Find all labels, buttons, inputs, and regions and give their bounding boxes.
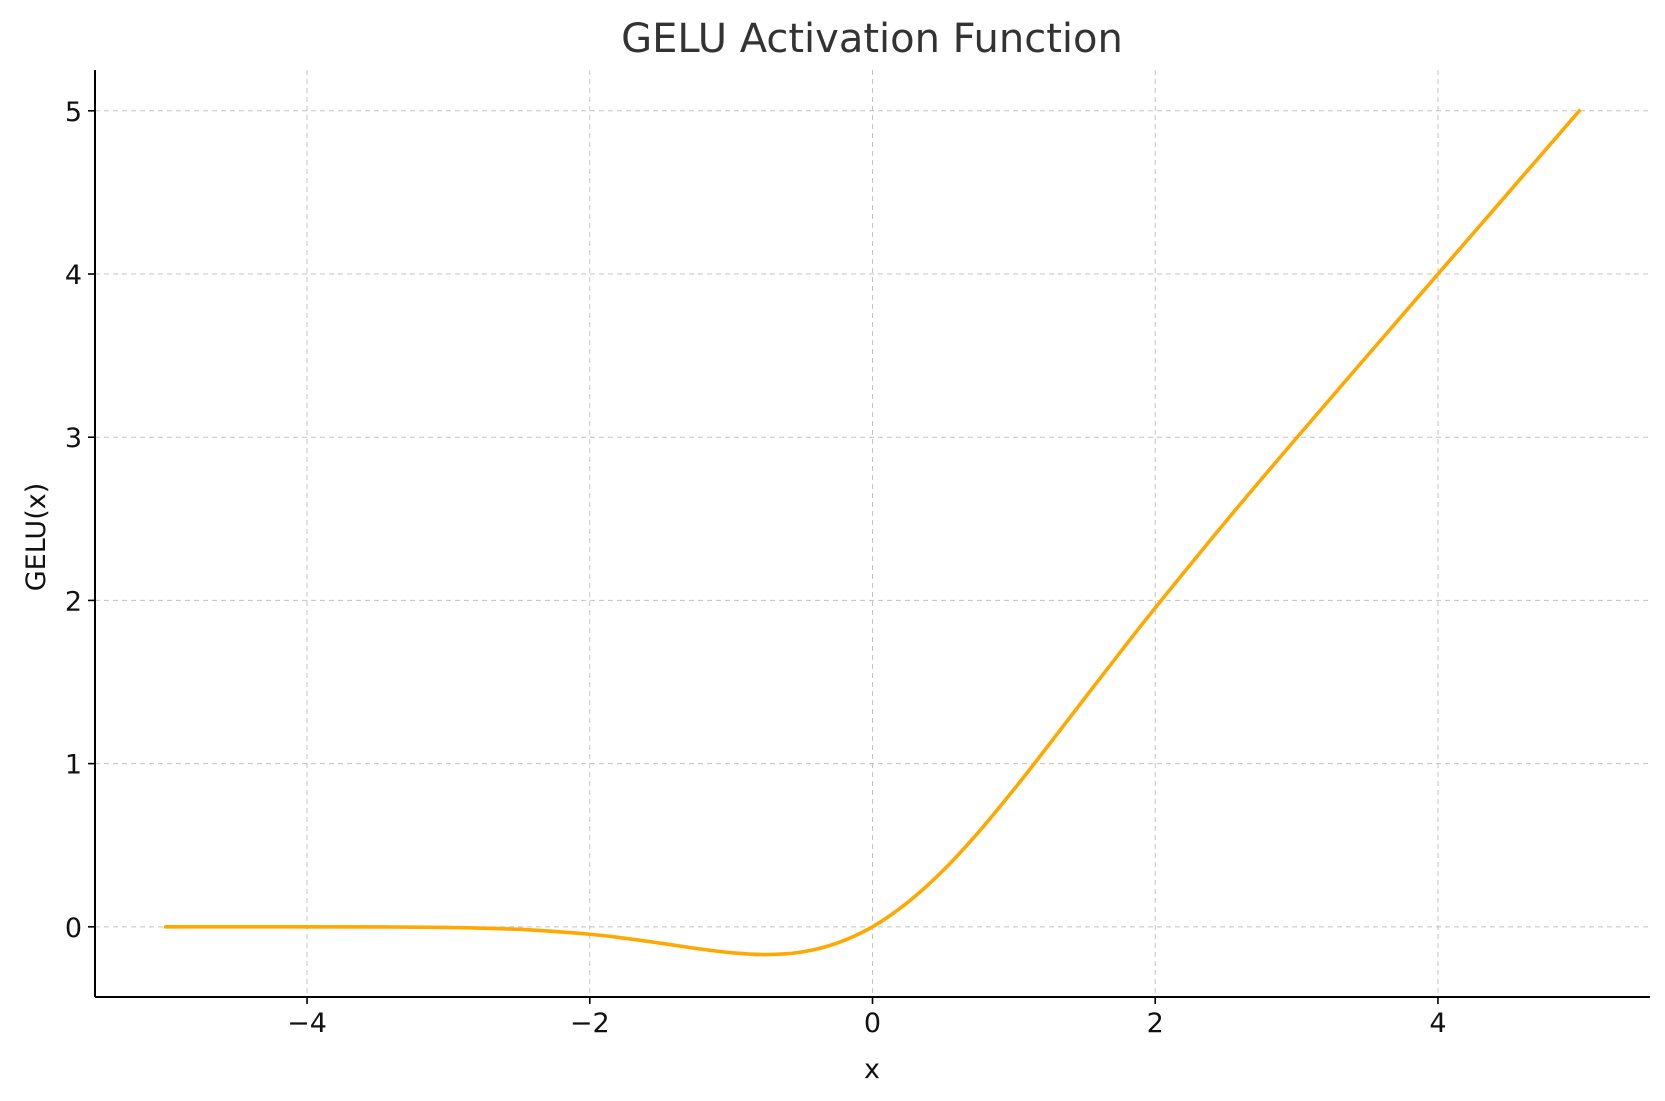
y-tick-label: 2 [65, 586, 82, 617]
x-tick-label: 4 [1429, 1008, 1446, 1039]
y-tick-label: 5 [65, 97, 82, 128]
x-axis-title: x [864, 1054, 880, 1085]
x-tick-label: 2 [1147, 1008, 1164, 1039]
x-tick-label: −2 [570, 1008, 610, 1039]
y-tick-label: 0 [65, 913, 82, 944]
x-tick-label: 0 [864, 1008, 881, 1039]
y-tick-label: 1 [65, 750, 82, 781]
y-tick-label: 3 [65, 423, 82, 454]
gelu-series-line [163, 109, 1582, 957]
grid [95, 70, 1650, 997]
x-tick-label: −4 [287, 1008, 327, 1039]
series-layer [163, 109, 1582, 957]
y-tick-label: 4 [65, 260, 82, 291]
chart-title: GELU Activation Function [621, 16, 1123, 62]
ticks: −4 −2 0 2 4 0 1 2 3 4 5 [65, 97, 1447, 1039]
y-axis-title: GELU(x) [21, 483, 52, 592]
